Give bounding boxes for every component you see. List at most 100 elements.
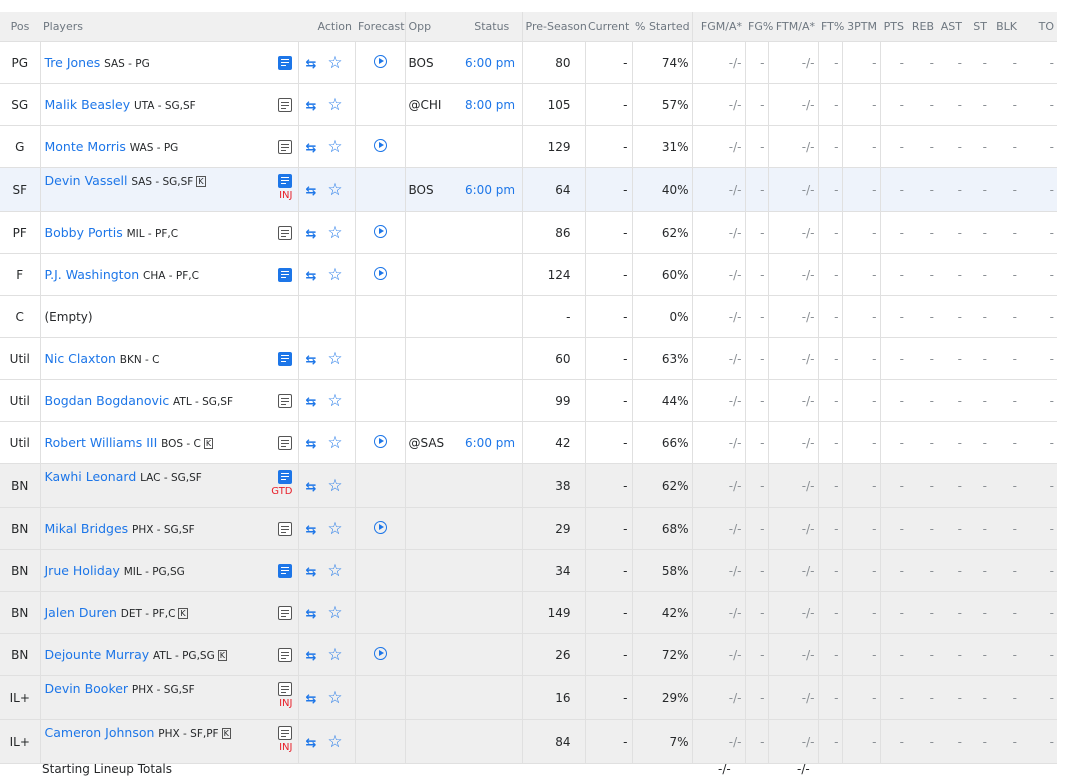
- player-notes-icon[interactable]: [277, 682, 292, 696]
- roster-position[interactable]: Util: [0, 421, 41, 464]
- column-header-ft[interactable]: FT%: [818, 12, 844, 42]
- forecast-play-icon[interactable]: [373, 224, 387, 238]
- game-status-link[interactable]: [462, 379, 523, 422]
- column-header-reb[interactable]: REB: [907, 12, 937, 42]
- swap-icon[interactable]: ⇆: [305, 522, 317, 538]
- forecast-play-icon[interactable]: [373, 138, 387, 152]
- player-notes-icon[interactable]: [277, 435, 292, 450]
- player-name-link[interactable]: Jalen Duren: [44, 605, 117, 620]
- player-name-link[interactable]: Bogdan Bogdanovic: [44, 393, 170, 408]
- game-status-link[interactable]: [462, 295, 523, 338]
- column-header-pre-season[interactable]: Pre-Season: [522, 12, 587, 42]
- star-watch-icon[interactable]: ☆: [327, 390, 343, 411]
- roster-position[interactable]: F: [0, 253, 41, 296]
- column-header-st[interactable]: ST: [965, 12, 990, 42]
- swap-icon[interactable]: ⇆: [305, 98, 317, 114]
- player-name-link[interactable]: Tre Jones: [44, 55, 101, 70]
- swap-icon[interactable]: ⇆: [305, 606, 317, 622]
- star-watch-icon[interactable]: ☆: [327, 687, 343, 708]
- game-status-link[interactable]: [462, 675, 523, 720]
- column-header-current[interactable]: Current: [585, 12, 632, 42]
- player-name-link[interactable]: Nic Claxton: [44, 351, 116, 366]
- forecast-play-icon[interactable]: [373, 434, 387, 448]
- game-status-link[interactable]: 8:00 pm: [462, 83, 523, 126]
- forecast-play-icon[interactable]: [373, 646, 387, 660]
- roster-position[interactable]: C: [0, 295, 41, 338]
- column-header-ftm-a[interactable]: FTM/A*: [768, 12, 818, 42]
- player-name-link[interactable]: Devin Vassell: [44, 173, 128, 188]
- swap-icon[interactable]: ⇆: [305, 691, 317, 707]
- swap-icon[interactable]: ⇆: [305, 226, 317, 242]
- player-name-link[interactable]: Mikal Bridges: [44, 521, 129, 536]
- star-watch-icon[interactable]: ☆: [327, 179, 343, 200]
- swap-icon[interactable]: ⇆: [305, 268, 317, 284]
- swap-icon[interactable]: ⇆: [305, 648, 317, 664]
- roster-position[interactable]: SF: [0, 167, 41, 212]
- swap-icon[interactable]: ⇆: [305, 352, 317, 368]
- column-header-status[interactable]: Status: [462, 12, 523, 42]
- player-name-link[interactable]: P.J. Washington: [44, 267, 140, 282]
- star-watch-icon[interactable]: ☆: [327, 348, 343, 369]
- player-notes-icon[interactable]: [277, 605, 292, 620]
- column-header--started[interactable]: % Started: [632, 12, 693, 42]
- game-status-link[interactable]: [462, 463, 523, 508]
- column-header-fg[interactable]: FG%: [745, 12, 773, 42]
- column-header-action[interactable]: Action: [298, 12, 355, 42]
- player-notes-icon[interactable]: [277, 521, 292, 536]
- roster-position[interactable]: BN: [0, 507, 41, 550]
- player-name-link[interactable]: Cameron Johnson: [44, 725, 155, 740]
- player-notes-icon[interactable]: [277, 174, 292, 188]
- column-header-fgm-a[interactable]: FGM/A*: [692, 12, 745, 42]
- swap-icon[interactable]: ⇆: [305, 140, 317, 156]
- star-watch-icon[interactable]: ☆: [327, 52, 343, 73]
- player-notes-icon[interactable]: [277, 647, 292, 662]
- roster-position[interactable]: PG: [0, 41, 41, 84]
- roster-position[interactable]: BN: [0, 633, 41, 676]
- star-watch-icon[interactable]: ☆: [327, 475, 343, 496]
- star-watch-icon[interactable]: ☆: [327, 222, 343, 243]
- roster-position[interactable]: PF: [0, 211, 41, 254]
- game-status-link[interactable]: 6:00 pm: [462, 167, 523, 212]
- player-notes-icon[interactable]: [277, 726, 292, 740]
- swap-icon[interactable]: ⇆: [305, 479, 317, 495]
- player-notes-icon[interactable]: [277, 267, 292, 282]
- game-status-link[interactable]: 6:00 pm: [462, 41, 523, 84]
- player-notes-icon[interactable]: [277, 563, 292, 578]
- swap-icon[interactable]: ⇆: [305, 394, 317, 410]
- player-notes-icon[interactable]: [277, 55, 292, 70]
- forecast-play-icon[interactable]: [373, 266, 387, 280]
- star-watch-icon[interactable]: ☆: [327, 602, 343, 623]
- player-notes-icon[interactable]: [277, 139, 292, 154]
- roster-position[interactable]: Util: [0, 379, 41, 422]
- star-watch-icon[interactable]: ☆: [327, 432, 343, 453]
- column-header-3ptm[interactable]: 3PTM: [842, 12, 880, 42]
- column-header-players[interactable]: Players: [40, 12, 298, 42]
- roster-position[interactable]: BN: [0, 463, 41, 508]
- column-header-pos[interactable]: Pos: [0, 12, 40, 42]
- game-status-link[interactable]: [462, 125, 523, 168]
- forecast-play-icon[interactable]: [373, 520, 387, 534]
- player-name-link[interactable]: Devin Booker: [44, 681, 129, 696]
- player-name-link[interactable]: Dejounte Murray: [44, 647, 150, 662]
- player-name-link[interactable]: Robert Williams III: [44, 435, 158, 450]
- player-name-link[interactable]: Monte Morris: [44, 139, 126, 154]
- swap-icon[interactable]: ⇆: [305, 56, 317, 72]
- player-notes-icon[interactable]: [277, 393, 292, 408]
- game-status-link[interactable]: [462, 507, 523, 550]
- star-watch-icon[interactable]: ☆: [327, 644, 343, 665]
- column-header-to[interactable]: TO: [1020, 12, 1057, 42]
- star-watch-icon[interactable]: ☆: [327, 731, 343, 752]
- roster-position[interactable]: BN: [0, 549, 41, 592]
- column-header-ast[interactable]: AST: [937, 12, 965, 42]
- game-status-link[interactable]: [462, 549, 523, 592]
- star-watch-icon[interactable]: ☆: [327, 264, 343, 285]
- player-notes-icon[interactable]: [277, 225, 292, 240]
- roster-position[interactable]: SG: [0, 83, 41, 126]
- star-watch-icon[interactable]: ☆: [327, 94, 343, 115]
- player-name-link[interactable]: Bobby Portis: [44, 225, 123, 240]
- swap-icon[interactable]: ⇆: [305, 436, 317, 452]
- forecast-play-icon[interactable]: [373, 54, 387, 68]
- swap-icon[interactable]: ⇆: [305, 564, 317, 580]
- player-notes-icon[interactable]: [277, 470, 292, 484]
- column-header-blk[interactable]: BLK: [990, 12, 1020, 42]
